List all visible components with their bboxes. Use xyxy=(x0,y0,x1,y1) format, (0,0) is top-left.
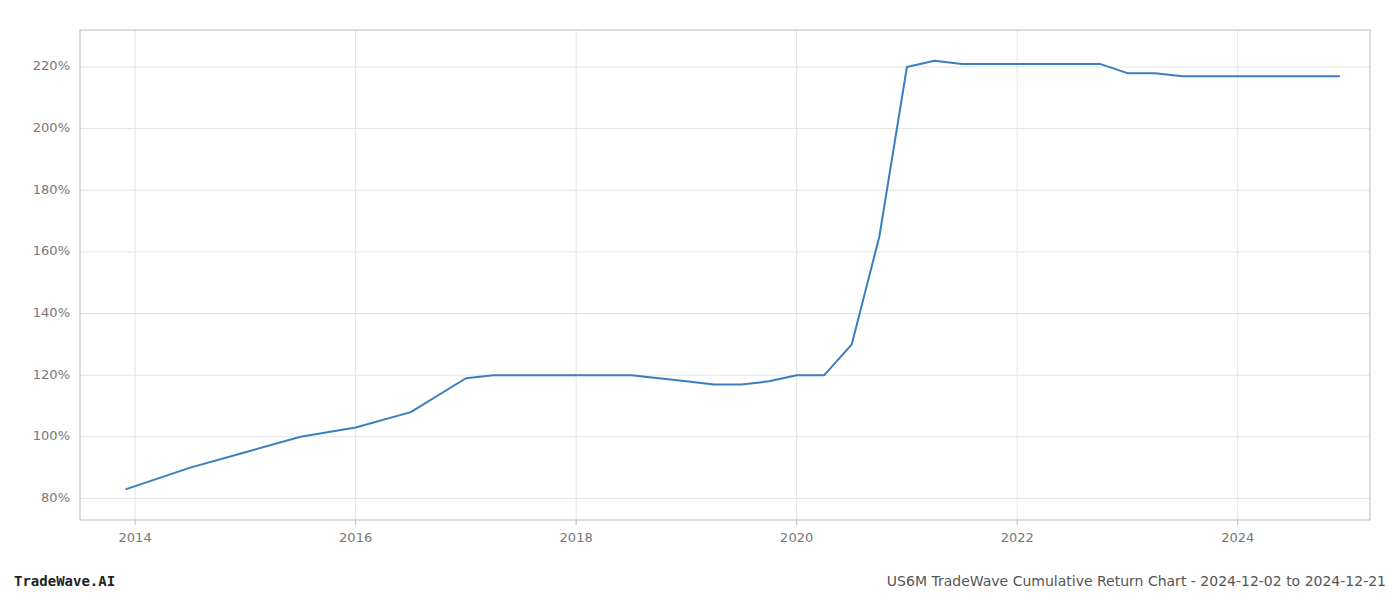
grid-line-y xyxy=(80,375,1370,376)
title: US6M TradeWave Cumulative Return Chart -… xyxy=(887,573,1386,589)
chart: 2014 2016 2018 2020 2022 2024 80% 100% 120% 140% 1… xyxy=(0,0,1400,600)
y-tick-label: 100% xyxy=(33,428,70,443)
grid-line-x xyxy=(1017,30,1018,520)
x-tick-label: 2022 xyxy=(1001,530,1034,545)
grid-line-y xyxy=(80,313,1370,314)
x-tick xyxy=(1017,520,1018,525)
data-line xyxy=(126,61,1339,489)
grid-line-x xyxy=(576,30,577,520)
grid-line-x xyxy=(135,30,136,520)
x-tick xyxy=(576,520,577,525)
x-tick-label: 2018 xyxy=(560,530,593,545)
y-tick-label: 80% xyxy=(41,490,70,505)
footer: TradeWave.AI US6M TradeWave Cumulative Re… xyxy=(14,573,1386,589)
plot-data xyxy=(126,61,1339,489)
x-tick-label: 2014 xyxy=(119,530,152,545)
y-tick-label: 140% xyxy=(33,305,70,320)
plot-frame xyxy=(80,30,1370,520)
x-axis: 2014 2016 2018 2020 2022 2024 xyxy=(119,520,1255,545)
grid-line-y xyxy=(80,251,1370,252)
y-tick-label: 180% xyxy=(33,182,70,197)
grid-line-y xyxy=(80,498,1370,499)
grid xyxy=(80,30,1370,520)
x-tick-label: 2020 xyxy=(780,530,813,545)
y-axis: 80% 100% 120% 140% 160% 180% 200% 220% xyxy=(33,58,70,504)
x-tick xyxy=(355,520,356,525)
y-tick-label: 160% xyxy=(33,243,70,258)
x-tick-label: 2016 xyxy=(339,530,372,545)
grid-line-y xyxy=(80,66,1370,67)
x-tick xyxy=(796,520,797,525)
y-tick-label: 200% xyxy=(33,120,70,135)
x-tick xyxy=(1237,520,1238,525)
grid-line-y xyxy=(80,436,1370,437)
x-tick xyxy=(135,520,136,525)
grid-line-y xyxy=(80,190,1370,191)
grid-line-y xyxy=(80,128,1370,129)
grid-line-x xyxy=(355,30,356,520)
watermark: TradeWave.AI xyxy=(14,573,115,589)
x-tick-label: 2024 xyxy=(1221,530,1254,545)
y-tick-label: 120% xyxy=(33,367,70,382)
grid-line-x xyxy=(796,30,797,520)
page: {"chart_data": { "type": "line", "title"… xyxy=(0,0,1400,600)
grid-line-x xyxy=(1237,30,1238,520)
y-tick-label: 220% xyxy=(33,58,70,73)
